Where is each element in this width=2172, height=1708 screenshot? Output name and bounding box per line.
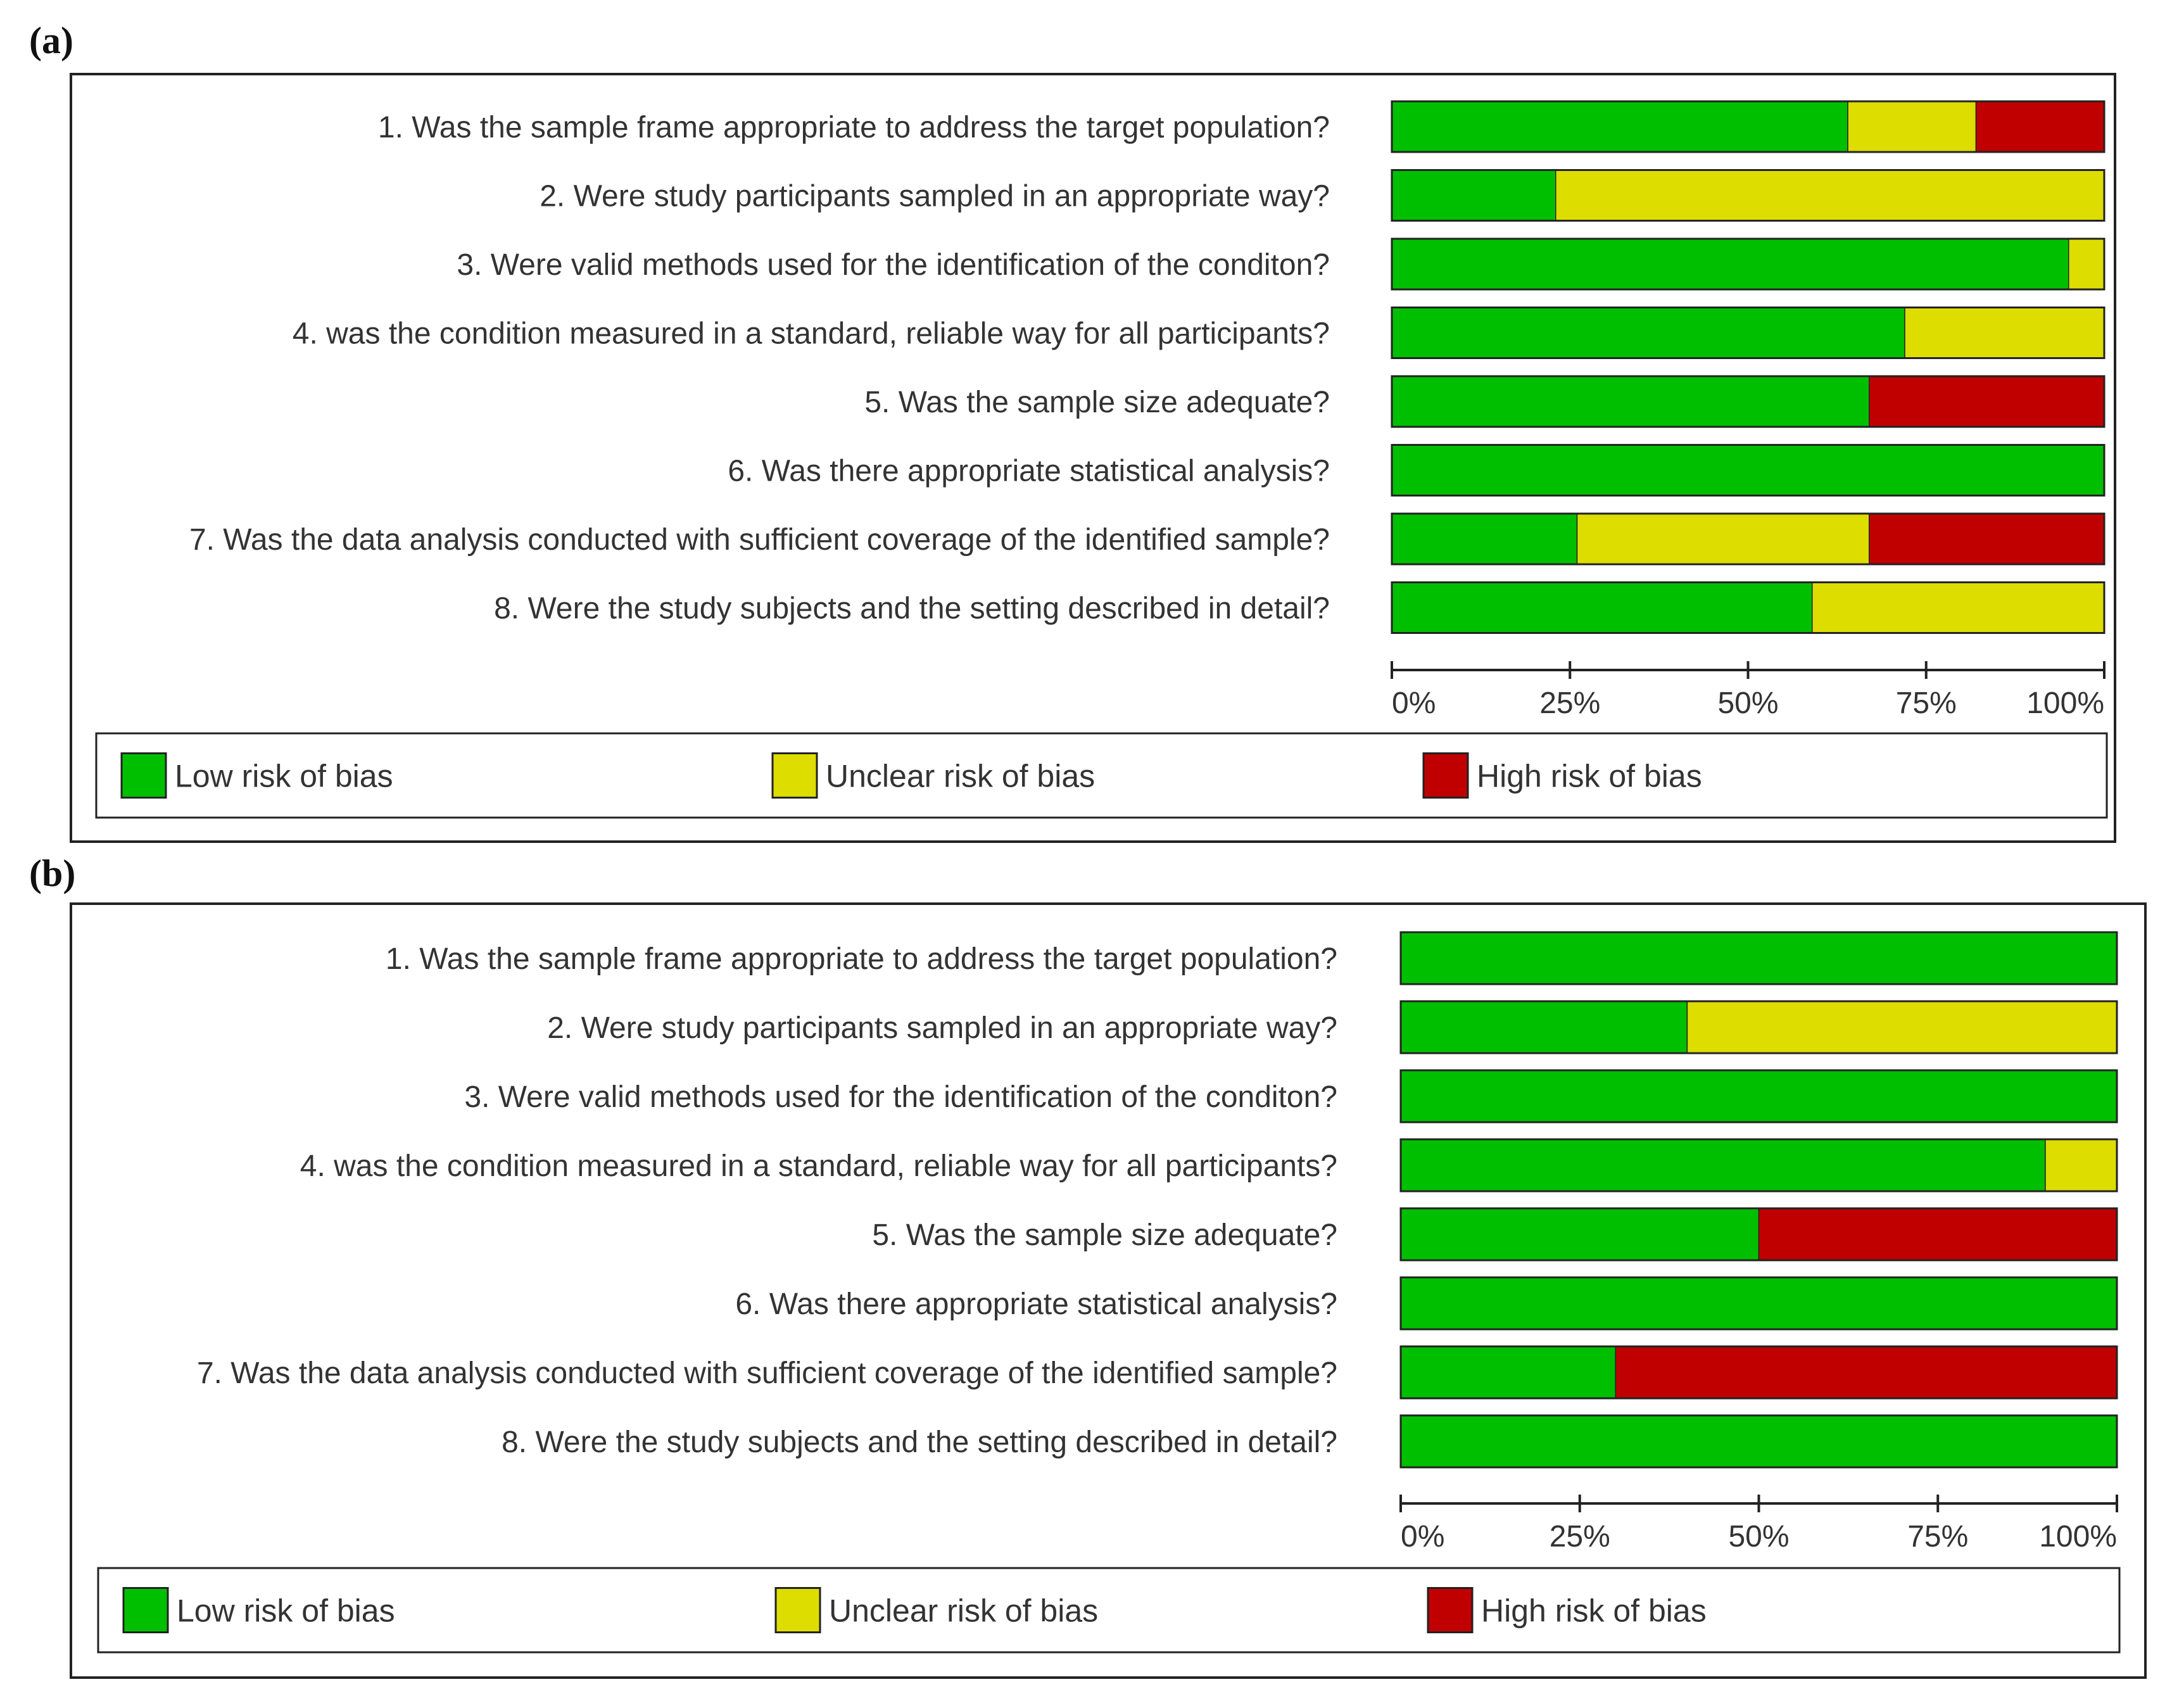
x-tick-label: 0% xyxy=(1401,1520,1444,1553)
panel-frame xyxy=(70,73,2116,843)
legend-label-high: High risk of bias xyxy=(1481,1593,1707,1629)
bar-segment-unclear xyxy=(1686,1001,2118,1054)
bar-segment-low xyxy=(1391,513,1578,565)
bar-outline xyxy=(1391,375,2106,428)
legend-swatch-unclear xyxy=(771,752,818,799)
legend-box xyxy=(95,732,2108,819)
risk-of-bias-chart-a: 1. Was the sample frame appropriate to a… xyxy=(70,73,2116,843)
bar-outline xyxy=(1399,1414,2118,1469)
bar-segment-unclear xyxy=(2045,1139,2118,1192)
legend-label-low: Low risk of bias xyxy=(175,759,393,794)
bar-segment-low xyxy=(1400,1277,2118,1330)
bar-segment-unclear xyxy=(1904,307,2105,359)
legend-label-low: Low risk of bias xyxy=(177,1593,395,1629)
x-tick-label: 50% xyxy=(1728,1520,1789,1553)
bar-outline xyxy=(1399,1138,2118,1192)
bar-outline xyxy=(1391,100,2106,153)
bar-segment-high xyxy=(1869,513,2105,565)
bar-outline xyxy=(1399,1345,2118,1400)
bar-segment-low xyxy=(1400,1208,1760,1261)
bar-segment-low xyxy=(1400,1070,2118,1123)
x-tick-label: 50% xyxy=(1717,686,1778,720)
legend-swatch-high xyxy=(1427,1587,1474,1633)
bar-segment-unclear xyxy=(1812,581,2105,634)
legend-swatch-low xyxy=(122,1587,169,1633)
question-label: 7. Was the data analysis conducted with … xyxy=(197,1357,1337,1390)
panel-label-a: (a) xyxy=(29,20,73,61)
question-label: 1. Was the sample frame appropriate to a… xyxy=(386,942,1337,976)
question-label: 3. Were valid methods used for the ident… xyxy=(457,248,1330,282)
bar-outline xyxy=(1391,444,2106,497)
bar-outline xyxy=(1391,512,2106,566)
question-label: 8. Were the study subjects and the setti… xyxy=(494,592,1330,626)
question-label: 2. Were study participants sampled in an… xyxy=(540,180,1330,213)
bar-segment-low xyxy=(1400,1415,2118,1468)
legend-label-unclear: Unclear risk of bias xyxy=(829,1593,1098,1629)
bar-segment-unclear xyxy=(1555,169,2105,222)
bar-outline xyxy=(1391,169,2106,222)
question-label: 5. Was the sample size adequate? xyxy=(864,386,1330,419)
bar-outline xyxy=(1391,237,2106,291)
bar-segment-low xyxy=(1400,1346,1617,1399)
question-label: 6. Was there appropriate statistical ana… xyxy=(735,1287,1337,1321)
bar-segment-unclear xyxy=(1576,513,1870,565)
bar-segment-unclear xyxy=(1847,101,1977,153)
bar-outline xyxy=(1391,307,2106,359)
question-label: 7. Was the data analysis conducted with … xyxy=(189,523,1330,557)
x-tick-label: 0% xyxy=(1392,686,1436,720)
legend-swatch-unclear xyxy=(774,1587,821,1633)
question-label: 2. Were study participants sampled in an… xyxy=(547,1011,1337,1045)
bar-segment-low xyxy=(1391,307,1905,359)
legend-label-unclear: Unclear risk of bias xyxy=(826,759,1095,794)
bar-segment-low xyxy=(1391,581,1813,634)
x-tick-label: 75% xyxy=(1896,686,1957,720)
legend-box xyxy=(97,1567,2121,1654)
bar-outline xyxy=(1391,581,2106,634)
question-label: 4. was the condition measured in a stand… xyxy=(293,317,1330,351)
bar-segment-low xyxy=(1400,1139,2046,1192)
bar-segment-high xyxy=(1869,376,2105,427)
bar-segment-low xyxy=(1400,932,2118,985)
bar-segment-low xyxy=(1391,444,2105,497)
panel-frame xyxy=(70,902,2147,1679)
x-tick-label: 100% xyxy=(2039,1520,2117,1553)
question-label: 6. Was there appropriate statistical ana… xyxy=(728,455,1330,488)
x-tick-label: 25% xyxy=(1550,1520,1610,1553)
bar-segment-low xyxy=(1391,376,1870,427)
x-tick-label: 75% xyxy=(1907,1520,1968,1553)
x-tick-label: 100% xyxy=(2026,686,2104,720)
question-label: 3. Were valid methods used for the ident… xyxy=(464,1080,1337,1114)
panel-label-b: (b) xyxy=(29,852,76,894)
legend-swatch-high xyxy=(1422,752,1469,799)
bar-outline xyxy=(1399,1000,2118,1054)
question-label: 8. Were the study subjects and the setti… xyxy=(502,1426,1337,1459)
bar-segment-high xyxy=(1615,1346,2118,1399)
x-tick-label: 25% xyxy=(1539,686,1600,720)
question-label: 4. was the condition measured in a stand… xyxy=(300,1149,1337,1183)
question-label: 1. Was the sample frame appropriate to a… xyxy=(378,111,1330,144)
bar-outline xyxy=(1399,1207,2118,1262)
question-label: 5. Was the sample size adequate? xyxy=(872,1218,1337,1252)
bar-outline xyxy=(1399,1276,2118,1331)
legend-label-high: High risk of bias xyxy=(1477,759,1702,794)
bar-segment-low xyxy=(1400,1001,1688,1054)
legend-swatch-low xyxy=(120,752,167,799)
bar-outline xyxy=(1399,1069,2118,1123)
bar-outline xyxy=(1399,931,2118,985)
bar-segment-high xyxy=(1758,1208,2118,1261)
